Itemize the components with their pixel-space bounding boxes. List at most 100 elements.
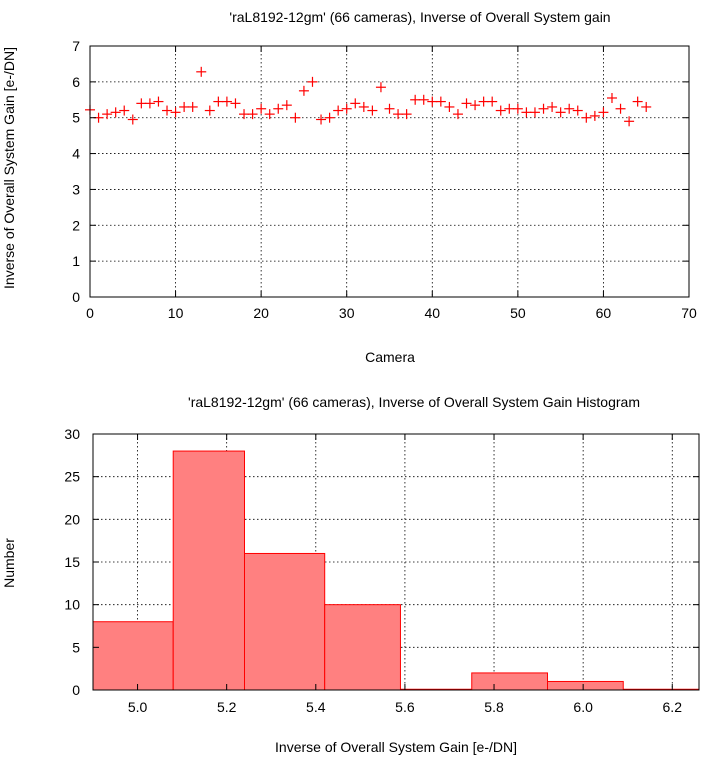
y-tick-label: 4 xyxy=(72,146,80,162)
data-point xyxy=(418,94,429,105)
y-tick-label: 30 xyxy=(64,426,80,442)
data-point xyxy=(598,107,609,118)
data-point xyxy=(179,101,190,112)
data-point xyxy=(504,103,515,114)
data-point xyxy=(213,96,224,107)
x-tick-label: 5.8 xyxy=(484,699,504,715)
y-tick-label: 0 xyxy=(72,682,80,698)
data-point xyxy=(470,100,481,111)
x-tick-label: 6.2 xyxy=(663,699,683,715)
histogram-bar xyxy=(172,450,246,691)
data-point xyxy=(444,101,455,112)
data-point xyxy=(298,85,309,96)
y-tick-label: 6 xyxy=(72,74,80,90)
data-point xyxy=(401,109,412,120)
data-point xyxy=(632,96,643,107)
data-point xyxy=(547,101,558,112)
data-point xyxy=(290,112,301,123)
y-tick-label: 10 xyxy=(64,597,80,613)
x-tick-label: 6.0 xyxy=(573,699,593,715)
data-point xyxy=(341,103,352,114)
data-point xyxy=(170,107,181,118)
y-axis-label: Number xyxy=(1,538,17,588)
data-point xyxy=(564,103,575,114)
x-axis-label: Camera xyxy=(365,349,415,365)
histogram-bars xyxy=(92,450,699,691)
data-point xyxy=(264,109,275,120)
data-point xyxy=(521,107,532,118)
data-point xyxy=(495,105,506,116)
x-tick-label: 5.2 xyxy=(217,699,237,715)
data-point xyxy=(452,109,463,120)
y-tick-label: 15 xyxy=(64,554,80,570)
data-point xyxy=(581,112,592,123)
y-tick-label: 1 xyxy=(72,253,80,269)
data-point xyxy=(384,103,395,114)
data-point xyxy=(196,66,207,77)
data-point xyxy=(435,96,446,107)
histogram-chart: 'raL8192-12gm' (66 cameras), Inverse of … xyxy=(1,394,700,755)
y-tick-label: 25 xyxy=(64,469,80,485)
histogram-bar xyxy=(471,672,548,691)
data-point xyxy=(624,116,635,127)
data-point xyxy=(127,114,138,125)
data-point xyxy=(230,98,241,109)
x-tick-label: 10 xyxy=(168,305,184,321)
x-tick-label: 40 xyxy=(424,305,440,321)
grid xyxy=(90,46,689,297)
data-point xyxy=(478,96,489,107)
tick-labels: 0 5 10 15 20 25 30 5.0 5.2 5.4 5.6 5.8 6.0 6.2 xyxy=(64,426,699,715)
data-point xyxy=(572,105,583,116)
x-tick-label: 0 xyxy=(86,305,94,321)
y-tick-label: 0 xyxy=(72,289,80,305)
data-point xyxy=(119,105,130,116)
data-point xyxy=(273,103,284,114)
x-axis-label: Inverse of Overall System Gain [e-/DN] xyxy=(275,739,517,755)
data-point xyxy=(256,103,267,114)
histogram-bar xyxy=(324,604,401,691)
x-tick-label: 30 xyxy=(339,305,355,321)
x-tick-label: 5.4 xyxy=(306,699,326,715)
data-point xyxy=(589,110,600,121)
data-point xyxy=(102,109,113,120)
data-point xyxy=(162,105,173,116)
chart-title: 'raL8192-12gm' (66 cameras), Inverse of … xyxy=(188,394,640,410)
data-point xyxy=(358,101,369,112)
y-tick-label: 3 xyxy=(72,181,80,197)
x-tick-label: 20 xyxy=(253,305,269,321)
scatter-chart: 'raL8192-12gm' (66 cameras), Inverse of … xyxy=(1,9,697,365)
y-tick-label: 5 xyxy=(72,110,80,126)
x-tick-label: 5.0 xyxy=(128,699,148,715)
data-point xyxy=(281,100,292,111)
data-point xyxy=(204,105,215,116)
histogram-bar xyxy=(92,621,174,691)
y-axis-label: Inverse of Overall System Gain [e-/DN] xyxy=(1,47,17,289)
data-point xyxy=(316,114,327,125)
y-tick-label: 2 xyxy=(72,217,80,233)
data-point xyxy=(221,96,232,107)
data-point xyxy=(153,96,164,107)
data-point xyxy=(641,101,652,112)
x-tick-label: 5.6 xyxy=(395,699,415,715)
data-point xyxy=(367,105,378,116)
data-point xyxy=(512,103,523,114)
data-point xyxy=(307,76,318,87)
data-point xyxy=(555,107,566,118)
histogram-bar xyxy=(547,680,624,691)
histogram-bar xyxy=(244,552,326,691)
data-point xyxy=(187,101,198,112)
x-tick-label: 70 xyxy=(681,305,697,321)
data-point xyxy=(350,98,361,109)
data-point xyxy=(393,109,404,120)
data-point xyxy=(487,96,498,107)
data-point xyxy=(529,107,540,118)
chart-title: 'raL8192-12gm' (66 cameras), Inverse of … xyxy=(229,9,610,25)
y-tick-label: 7 xyxy=(72,38,80,54)
data-point xyxy=(375,82,386,93)
data-point xyxy=(136,98,147,109)
data-point xyxy=(615,103,626,114)
data-points xyxy=(85,66,652,127)
x-tick-label: 50 xyxy=(510,305,526,321)
